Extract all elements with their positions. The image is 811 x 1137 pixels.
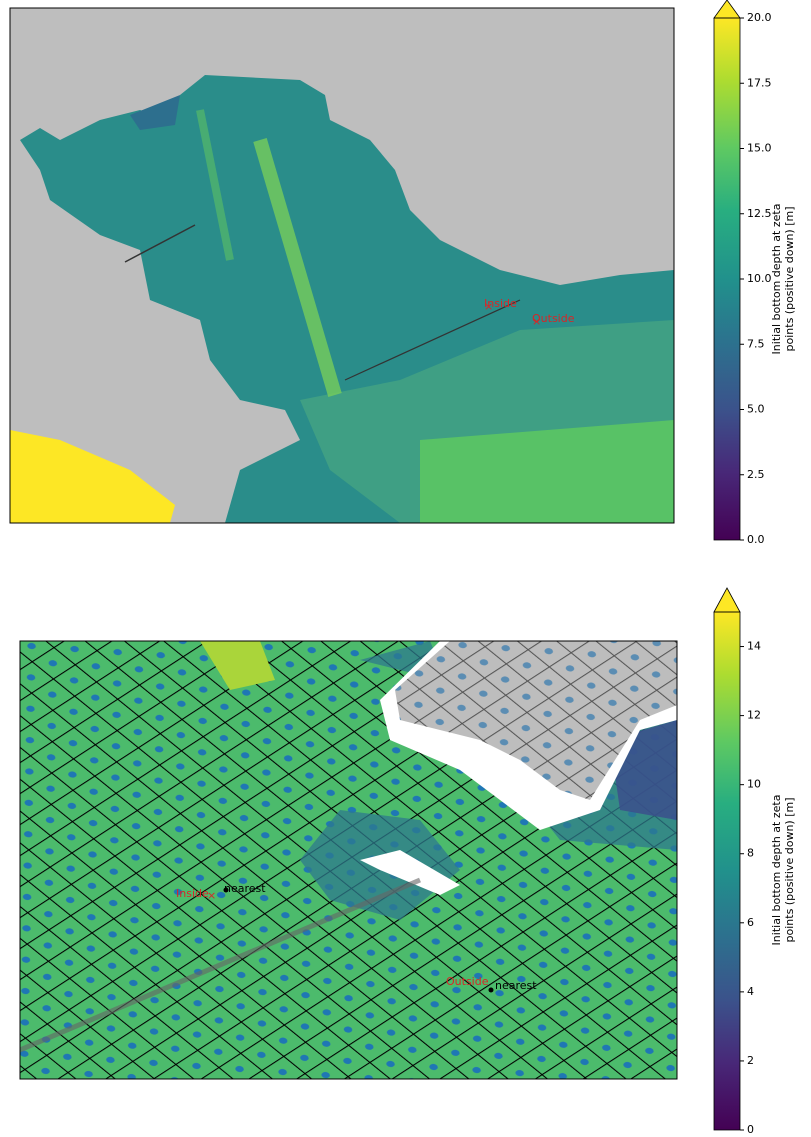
- colorbar-tick-label: 0.0: [747, 533, 765, 546]
- colorbar-tick-label: 4: [747, 985, 754, 998]
- colorbar-extend-arrow: [714, 0, 740, 18]
- colorbar-tick-label: 20.0: [747, 11, 772, 24]
- colorbar-tick-label: 12.5: [747, 207, 772, 220]
- annotation: Outside: [446, 975, 489, 988]
- colorbar-label: points (positive down) [m]: [783, 207, 796, 352]
- colorbar-tick-label: 2.5: [747, 468, 765, 481]
- colorbar-tick-label: 10: [747, 778, 761, 791]
- annotation: nearest: [495, 979, 537, 992]
- colorbar-tick-label: 7.5: [747, 337, 765, 350]
- colorbar-tick-label: 12: [747, 709, 761, 722]
- annotation: Inside: [484, 297, 517, 310]
- colorbar-tick-label: 5.0: [747, 403, 765, 416]
- colorbar-tick-label: 0: [747, 1123, 754, 1133]
- colorbar-tick-label: 14: [747, 640, 761, 653]
- colorbar-label: Initial bottom depth at zeta: [770, 795, 783, 946]
- colorbar-tick-label: 10.0: [747, 272, 772, 285]
- colorbar-extend-arrow: [714, 588, 740, 612]
- annotation: nearest: [224, 882, 266, 895]
- annotation: Inside: [176, 887, 209, 900]
- colorbar-label: points (positive down) [m]: [783, 798, 796, 943]
- annotation: Outside: [532, 312, 575, 325]
- figure: × × × 0.0 2.5 5.0 7.5 10.0 12.5 15.0 17.5 20.0 In…: [0, 0, 811, 1133]
- colorbar: [714, 612, 740, 1130]
- bottom-map: ×: [20, 641, 677, 1079]
- colorbar-label: Initial bottom depth at zeta: [770, 204, 783, 355]
- top-map: × ×: [10, 8, 674, 523]
- colorbar-tick-label: 17.5: [747, 76, 772, 89]
- colorbar-tick-label: 6: [747, 916, 754, 929]
- colorbar: [714, 18, 740, 540]
- page: {"chart_data": [ {"type": "map", "colorb…: [0, 0, 811, 1137]
- colorbar-tick-label: 8: [747, 847, 754, 860]
- colorbar-tick-label: 15.0: [747, 142, 772, 155]
- colorbar-tick-label: 2: [747, 1054, 754, 1067]
